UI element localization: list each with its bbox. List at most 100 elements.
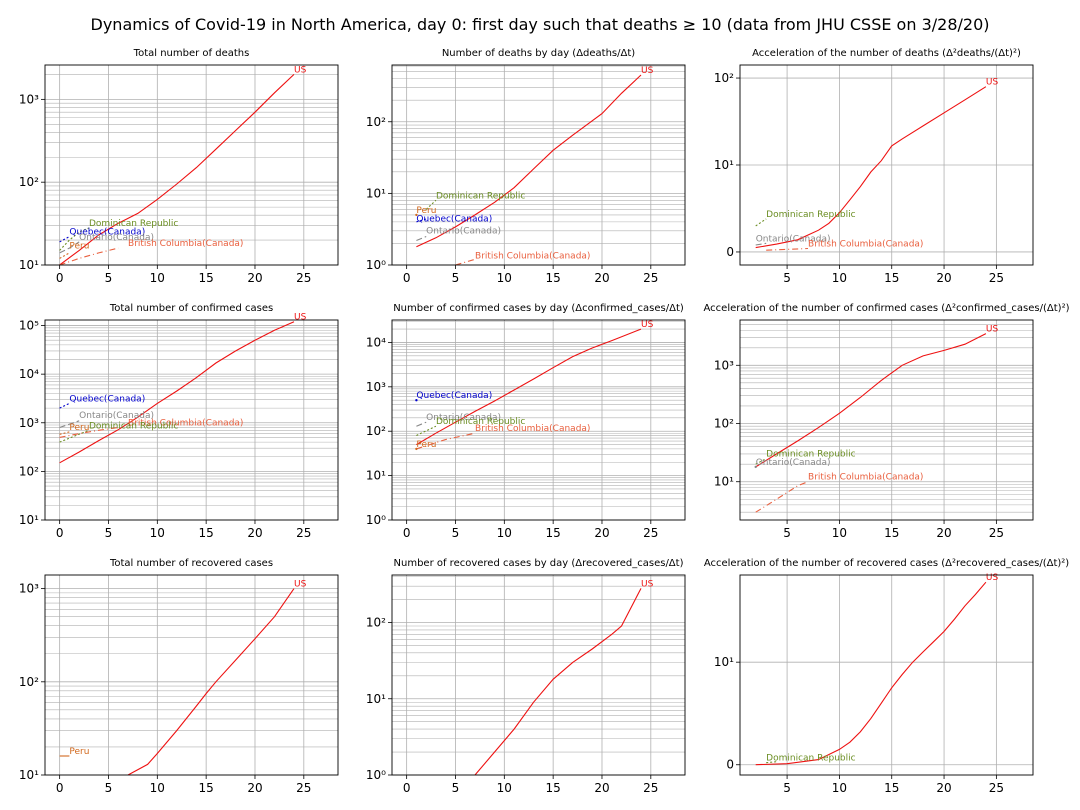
series-label: US bbox=[986, 573, 999, 583]
x-tick-label: 25 bbox=[643, 781, 658, 795]
series-line-ontario-canada bbox=[416, 235, 427, 242]
series-line-dominican-republic bbox=[59, 429, 90, 443]
subplot-title: Number of deaths by day (Δdeaths/Δt) bbox=[442, 48, 635, 59]
y-tick-label: 10¹ bbox=[366, 692, 386, 706]
series-line-dominican-republic bbox=[766, 761, 777, 764]
x-tick-label: 15 bbox=[546, 781, 561, 795]
x-tick-label: 0 bbox=[403, 526, 411, 540]
series-line-quebec-canada bbox=[415, 399, 418, 402]
x-tick-label: 20 bbox=[936, 271, 951, 285]
x-tick-label: 10 bbox=[150, 781, 165, 795]
series-label: US bbox=[641, 320, 654, 330]
x-tick-label: 5 bbox=[105, 781, 113, 795]
series-line-british-columbia-canada bbox=[755, 481, 809, 513]
axes-frame bbox=[391, 574, 686, 776]
x-tick-label: 25 bbox=[296, 271, 311, 285]
x-tick-label: 10 bbox=[832, 781, 847, 795]
x-tick-label: 20 bbox=[594, 781, 609, 795]
series-line-british-columbia-canada bbox=[416, 432, 476, 450]
series-line-us bbox=[59, 321, 295, 464]
y-tick-label: 10³ bbox=[19, 582, 39, 596]
y-tick-label: 10³ bbox=[19, 92, 39, 106]
y-tick-label: 10⁵ bbox=[19, 319, 39, 333]
y-tick-label: 10² bbox=[19, 464, 39, 478]
x-tick-label: 5 bbox=[452, 781, 460, 795]
x-tick-label: 5 bbox=[452, 526, 460, 540]
subplot-title: Total number of recovered cases bbox=[109, 558, 273, 569]
series-label: Ontario(Canada) bbox=[426, 226, 501, 236]
y-tick-label: 10² bbox=[19, 175, 39, 189]
series-line-ontario-canada bbox=[59, 241, 80, 254]
x-tick-label: 25 bbox=[989, 781, 1004, 795]
series-line-quebec-canada bbox=[416, 218, 427, 223]
y-tick-label: 10³ bbox=[714, 358, 734, 372]
x-tick-label: 10 bbox=[497, 271, 512, 285]
series-label: British Columbia(Canada) bbox=[808, 239, 923, 249]
subplot-5: Number of confirmed cases by day (Δconfi… bbox=[366, 303, 686, 540]
series-label: Ontario(Canada) bbox=[79, 233, 154, 243]
axes-frame bbox=[739, 64, 1034, 266]
series-line-us bbox=[127, 588, 295, 775]
series-label: US bbox=[986, 78, 999, 88]
axes-frame bbox=[44, 64, 339, 266]
series-line-british-columbia-canada bbox=[59, 247, 119, 265]
x-tick-label: 5 bbox=[105, 271, 113, 285]
series-line-peru bbox=[415, 447, 418, 451]
series-label: US bbox=[641, 579, 654, 589]
series-label: US bbox=[641, 66, 654, 76]
x-tick-label: 5 bbox=[452, 271, 460, 285]
x-tick-label: 25 bbox=[989, 271, 1004, 285]
series-label: Quebec(Canada) bbox=[69, 228, 145, 238]
series-label: US bbox=[294, 313, 307, 323]
series-label: Peru bbox=[416, 440, 436, 450]
y-tick-label: 10¹ bbox=[714, 655, 734, 669]
series-line-us bbox=[59, 73, 295, 265]
series-line-us bbox=[474, 588, 642, 775]
series-label: British Columbia(Canada) bbox=[808, 473, 923, 483]
subplot-7: Total number of recovered cases 10¹ 10² 10³… bbox=[19, 558, 339, 795]
x-tick-label: 5 bbox=[105, 526, 113, 540]
y-tick-label: 10² bbox=[366, 616, 386, 630]
x-tick-label: 25 bbox=[296, 781, 311, 795]
series-label: Quebec(Canada) bbox=[416, 391, 492, 401]
subplot-title: Total number of deaths bbox=[133, 48, 250, 59]
x-tick-label: 10 bbox=[150, 271, 165, 285]
x-tick-label: 0 bbox=[56, 781, 64, 795]
x-tick-label: 5 bbox=[783, 781, 791, 795]
series-label: US bbox=[294, 65, 307, 75]
x-tick-label: 20 bbox=[247, 781, 262, 795]
x-tick-label: 20 bbox=[247, 526, 262, 540]
x-tick-label: 0 bbox=[403, 781, 411, 795]
series-line-dominican-republic bbox=[755, 458, 767, 465]
y-tick-label: 10¹ bbox=[366, 469, 386, 483]
series-label: British Columbia(Canada) bbox=[475, 424, 590, 434]
x-tick-label: 20 bbox=[247, 271, 262, 285]
figure-title: Dynamics of Covid-19 in North America, d… bbox=[91, 15, 990, 34]
series-line-dominican-republic bbox=[755, 218, 767, 227]
y-tick-label: 10¹ bbox=[19, 768, 39, 782]
subplot-2: Number of deaths by day (Δdeaths/Δt) 10⁰ 1… bbox=[366, 48, 686, 285]
subplot-title: Number of confirmed cases by day (Δconfi… bbox=[393, 303, 684, 314]
x-tick-label: 10 bbox=[150, 526, 165, 540]
x-tick-label: 25 bbox=[643, 271, 658, 285]
y-tick-label: 0 bbox=[726, 245, 734, 259]
y-tick-label: 10¹ bbox=[714, 475, 734, 489]
series-label: Dominican Republic bbox=[89, 219, 178, 229]
x-tick-label: 20 bbox=[594, 271, 609, 285]
x-tick-label: 0 bbox=[403, 271, 411, 285]
axes-frame bbox=[44, 574, 339, 776]
series-line-ontario-canada bbox=[416, 421, 427, 427]
series-line-quebec-canada bbox=[59, 236, 70, 243]
x-tick-label: 10 bbox=[832, 526, 847, 540]
subplot-3: Acceleration of the number of deaths (Δ²… bbox=[714, 48, 1034, 285]
series-line-us bbox=[755, 86, 987, 249]
x-tick-label: 5 bbox=[783, 526, 791, 540]
x-tick-label: 0 bbox=[56, 526, 64, 540]
series-label: Quebec(Canada) bbox=[69, 394, 145, 404]
x-tick-label: 25 bbox=[296, 526, 311, 540]
x-tick-label: 15 bbox=[884, 526, 899, 540]
y-tick-label: 10² bbox=[366, 115, 386, 129]
x-tick-label: 15 bbox=[546, 526, 561, 540]
series-label: Dominican Republic bbox=[436, 417, 525, 427]
y-tick-label: 0 bbox=[726, 758, 734, 772]
